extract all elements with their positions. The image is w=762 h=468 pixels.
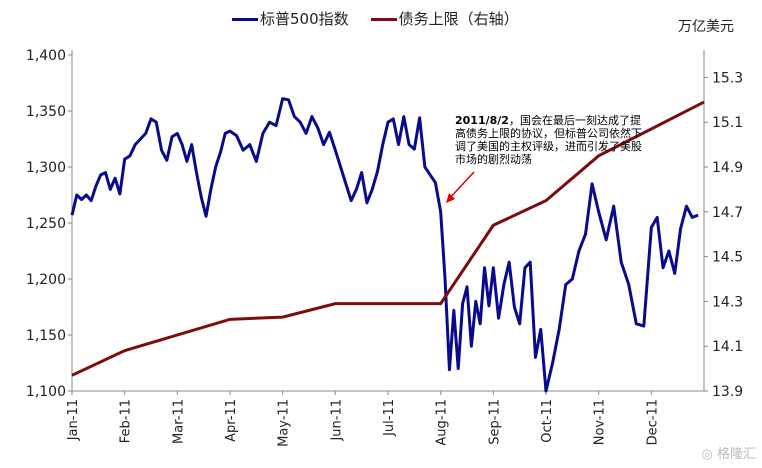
- x-tick-label: Jun-11: [329, 399, 344, 442]
- x-tick-label: Jan-11: [66, 399, 81, 441]
- x-tick-label: Feb-11: [119, 399, 134, 443]
- x-tick-label: Oct-11: [540, 399, 555, 443]
- legend-item-sp500: 标普500指数: [232, 8, 349, 29]
- right-tick-label: 14.9: [712, 160, 743, 176]
- x-tick-label: Sep-11: [487, 399, 502, 445]
- left-tick-label: 1,250: [26, 216, 66, 232]
- annotation-arrowhead: [446, 193, 455, 203]
- left-tick-label: 1,400: [26, 48, 66, 64]
- right-axis-unit: 万亿美元: [678, 19, 734, 35]
- left-tick-label: 1,200: [26, 272, 66, 288]
- watermark: ◎ 格隆汇: [701, 447, 757, 462]
- right-tick-label: 14.5: [712, 250, 743, 266]
- right-tick-label: 13.9: [712, 384, 743, 400]
- left-tick-label: 1,100: [26, 384, 66, 400]
- legend: 标普500指数 债务上限（右轴）: [232, 8, 519, 29]
- x-tick-label: Mar-11: [171, 399, 186, 444]
- left-tick-label: 1,150: [26, 328, 66, 344]
- x-tick-label: Dec-11: [645, 399, 660, 445]
- x-tick-label: Jul-11: [382, 399, 397, 437]
- left-tick-label: 1,300: [26, 160, 66, 176]
- annotation-arrow: [447, 171, 475, 201]
- x-tick-label: Aug-11: [435, 399, 450, 446]
- right-tick-label: 14.1: [712, 339, 743, 355]
- right-tick-label: 14.7: [712, 205, 743, 221]
- right-tick-label: 15.1: [712, 115, 743, 131]
- right-tick-label: 15.3: [712, 70, 743, 86]
- x-tick-label: Apr-11: [224, 399, 239, 442]
- debt-ceiling-line: [71, 100, 705, 377]
- x-tick-label: Nov-11: [593, 399, 608, 445]
- legend-item-debt-ceiling: 债务上限（右轴）: [370, 8, 519, 29]
- right-tick-label: 14.3: [712, 294, 743, 310]
- annotation: 2011/8/2，国会在最后一刻达成了提高债务上限的协议，但标普公司依然下调了美…: [455, 114, 642, 166]
- left-tick-label: 1,350: [26, 104, 66, 120]
- sp500-line: [70, 97, 699, 393]
- x-tick-label: May-11: [277, 399, 292, 447]
